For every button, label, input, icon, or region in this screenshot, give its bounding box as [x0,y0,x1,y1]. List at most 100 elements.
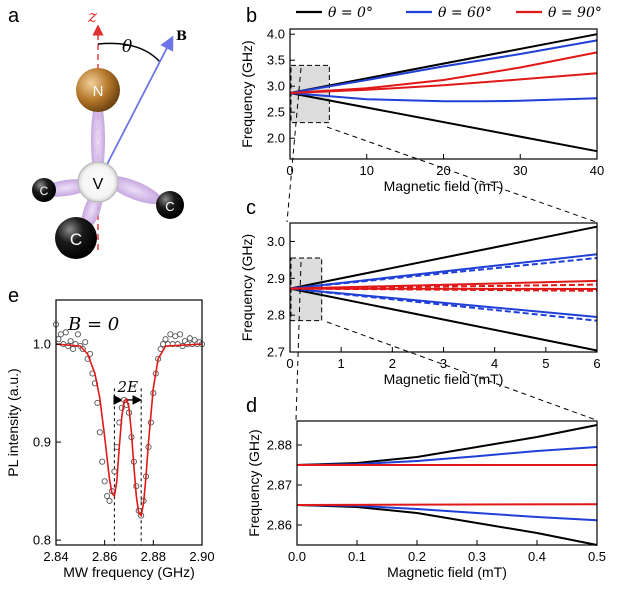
x-tick-label: 2 [389,356,396,371]
panel-label-d: d [246,395,257,417]
y-tick-label: 0.9 [33,435,51,450]
data-point [67,338,74,345]
plot-d: 0.0 0.1 0.2 0.3 0.4 0.5 2.86 2.87 2.88 Magnetic f… [246,420,606,580]
data-point [106,497,113,504]
y-axis-label-c: Frequency (GHz) [239,234,255,341]
legend-label-theta60: θ = 60° [438,5,492,21]
z-axis-label: z [87,7,98,27]
plot-c: 0 1 2 3 4 5 6 2.7 2.8 2.9 3.0 Magnetic field (mT) Fr… [239,222,601,387]
carbon-atom-right [156,191,184,219]
y-tick-label: 2.8 [267,308,285,323]
x-tick-label: 2.88 [141,549,166,564]
series-c-theta0-0 [289,225,598,290]
y-tick-label: 3.5 [267,53,285,68]
x-tick-label: 0 [286,356,293,371]
data-point [82,339,89,346]
y-tick-label: 4.0 [267,27,285,42]
legend-label-theta0: θ = 0° [328,5,373,21]
plot-b: 0 10 20 30 40 2.0 2.5 3.0 3.5 4.0 Magnetic field (… [239,27,604,194]
y-tick-label: 3.0 [267,234,285,249]
x-axis-label-d: Magnetic field (mT) [387,564,507,580]
axes-frame-e [55,299,203,546]
data-point [111,468,118,475]
axes-frame-d [296,420,598,546]
carbon-label-left: C [40,184,49,198]
theta-label: θ [122,37,132,57]
carbon-atom-bottom [55,217,97,259]
legend-label-theta90: θ = 90° [548,5,602,21]
y-tick-label: 1.0 [33,337,51,352]
series-b-theta0-0 [289,33,598,94]
data-point [101,478,108,485]
x-tick-label: 10 [360,163,374,178]
y-tick-label: 2.0 [267,131,285,146]
x-tick-label: 0.5 [588,549,606,564]
field-vector [99,35,174,179]
x-tick-label: 4 [491,356,498,371]
y-tick-label: 2.88 [267,438,292,453]
carbon-atom-left [32,178,56,202]
panel-label-c: c [246,197,256,219]
y-tick-label: 3.0 [267,79,285,94]
panel-label-b: b [246,5,257,27]
legend: θ = 0° θ = 60° θ = 90° [296,5,602,21]
carbon-label-right: C [165,199,174,214]
x-axis-label-b: Magnetic field (mT) [384,178,504,194]
carbon-label-bottom: C [70,230,82,249]
fit-curve [55,343,203,518]
x-tick-label: 0 [286,163,293,178]
series-c-theta60-3 [289,257,598,290]
panel-label-a: a [8,5,20,27]
x-axis-label-c: Magnetic field (mT) [384,371,504,387]
y-tick-label: 0.8 [33,533,51,548]
data-point [104,492,111,500]
field-vector-label: B [176,29,187,44]
x-axis-label-e: MW frequency (GHz) [63,564,194,580]
data-point [55,336,62,343]
vacancy-label: V [93,176,104,193]
x-tick-label: 2.84 [43,549,68,564]
y-tick-label: 2.9 [267,271,285,286]
bond-lobe-up [91,98,105,182]
panel-label-e: e [8,285,19,307]
series-c-theta60-5 [289,287,598,322]
theta-arc [97,42,161,63]
x-tick-label: 2.86 [92,549,117,564]
y-axis-label-b: Frequency (GHz) [239,40,255,147]
data-point [96,429,103,436]
bond-lobe-right [105,176,163,204]
data-point [94,399,101,406]
y-tick-label: 2.86 [267,518,292,533]
x-tick-label: 1 [338,356,345,371]
x-tick-label: 40 [590,163,604,178]
x-tick-label: 0.0 [288,549,306,564]
data-point [62,329,69,336]
nitrogen-atom [76,68,120,112]
plot-e: 2E B = 0 2.84 2.86 2.88 2.90 0.8 0.9 1.0 MW frequ… [5,299,215,580]
series-b-theta90-5 [289,72,598,94]
x-tick-label: 0.3 [468,549,486,564]
series-b-theta60-2 [289,39,598,94]
data-point [69,345,77,353]
x-tick-label: 3 [440,356,447,371]
y-tick-label: 2.5 [267,105,285,120]
x-tick-label: 20 [436,163,450,178]
y-axis-label-e: PL intensity (a.u.) [5,368,21,476]
data-point [74,331,81,338]
zoom-connectors [286,67,597,421]
y-tick-label: 2.87 [267,478,292,493]
x-tick-label: 0.2 [408,549,426,564]
series-c-theta90-9 [289,287,598,292]
zoom-connector-b-right [326,126,597,223]
series-c-theta60-2 [289,253,598,290]
x-tick-label: 30 [513,163,527,178]
series-c-theta90-7 [289,283,598,290]
zoom-connector-c-right [326,321,597,421]
nv-center-diagram: z θ B N V C C C [32,7,187,259]
series-b-theta60-3 [289,92,598,103]
splitting-label: 2E [117,378,139,396]
data-point [99,458,106,465]
x-tick-label: 6 [593,356,600,371]
series-d-theta90-5 [296,503,598,506]
